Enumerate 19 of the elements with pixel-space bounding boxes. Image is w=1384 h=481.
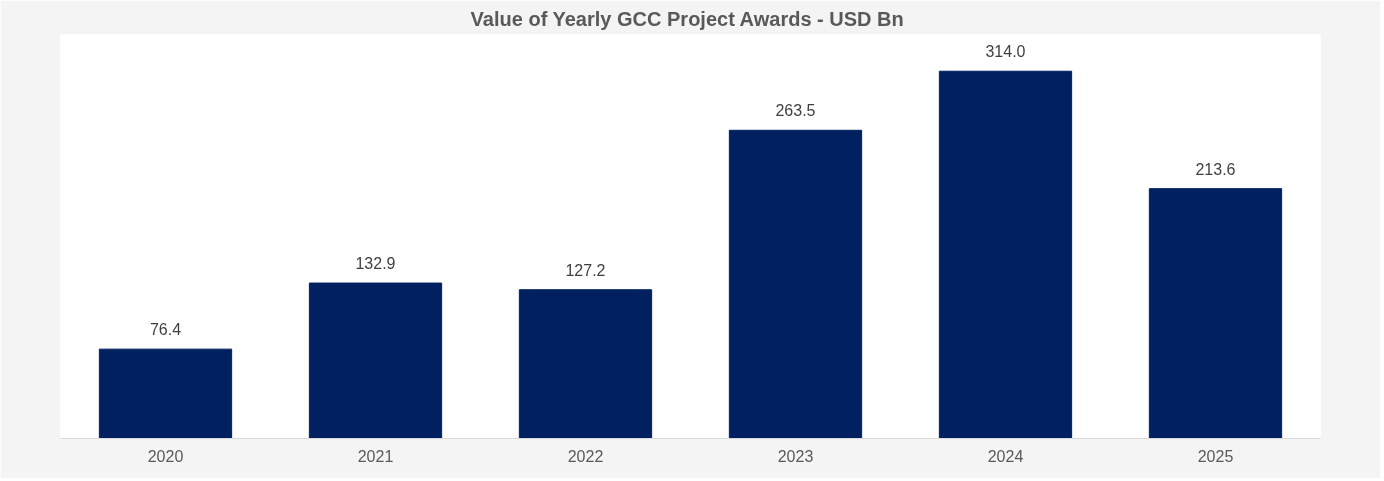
data-label: 314.0 <box>985 43 1026 61</box>
bar <box>938 70 1073 439</box>
data-label: 263.5 <box>775 102 816 120</box>
x-tick-label: 2022 <box>567 447 604 465</box>
data-label: 213.6 <box>1195 160 1236 178</box>
x-tick-label: 2020 <box>147 447 184 465</box>
bar <box>518 289 653 439</box>
data-label: 132.9 <box>355 255 396 273</box>
x-tick-label: 2021 <box>357 447 394 465</box>
chart-title: Value of Yearly GCC Project Awards - USD Bn <box>470 7 904 30</box>
data-label: 76.4 <box>149 321 182 339</box>
bar <box>728 129 863 439</box>
bar <box>308 282 443 439</box>
x-tick-label: 2023 <box>777 447 814 465</box>
x-tick-label: 2024 <box>987 447 1024 465</box>
bar <box>98 348 233 439</box>
data-label: 127.2 <box>565 261 606 279</box>
bar <box>1148 188 1283 439</box>
x-tick-label: 2025 <box>1197 447 1234 465</box>
